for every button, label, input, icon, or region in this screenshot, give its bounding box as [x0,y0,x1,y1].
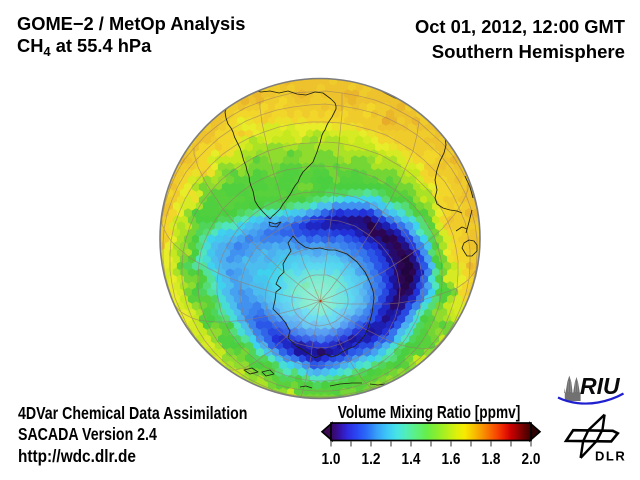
svg-text:DLR: DLR [595,449,626,464]
svg-text:RIU: RIU [580,373,621,399]
